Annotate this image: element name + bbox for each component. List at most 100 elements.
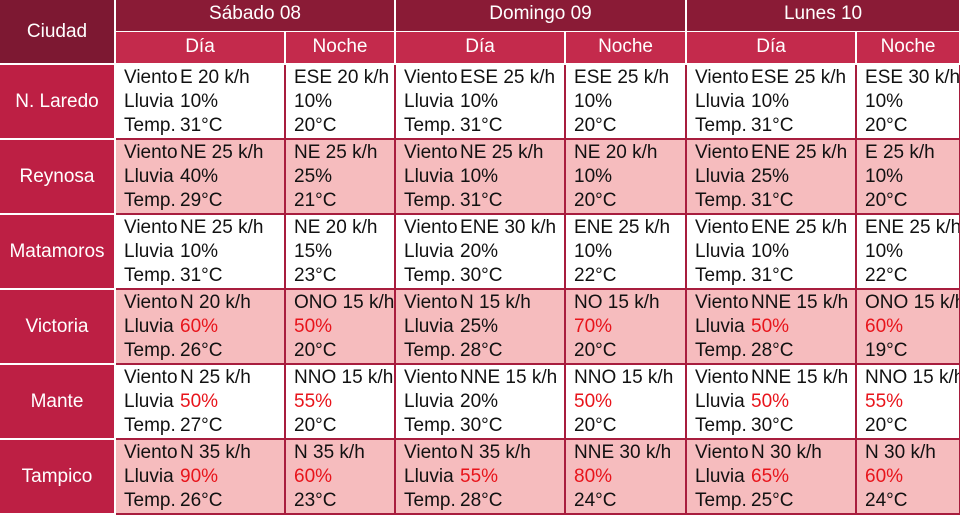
day-header-sunday: Domingo 09 (395, 0, 688, 32)
wind-value: N 15 k/h (460, 292, 531, 313)
wind-label: Viento (404, 67, 458, 88)
rain-line: Lluvia 10% (695, 90, 854, 114)
wind-value: N 30 k/h (865, 442, 936, 463)
rain-value: 25% (460, 316, 499, 337)
rain-value: 10% (294, 91, 333, 112)
temp-label: Temp. (695, 415, 747, 436)
temp-value: 21°C (294, 190, 337, 211)
rain-label: Lluvia (695, 391, 745, 412)
rain-line: Lluvia 10% (695, 240, 854, 264)
rain-value: 10% (751, 241, 790, 262)
wind-label: Viento (695, 292, 749, 313)
rain-line: Lluvia 50% (695, 315, 854, 339)
rain-label: Lluvia (404, 391, 454, 412)
temp-value: 20°C (865, 415, 908, 436)
rain-line: 60% (865, 465, 958, 489)
rain-line: Lluvia 50% (124, 390, 283, 414)
forecast-cell: E 25 k/h 10% 20°C (856, 139, 960, 215)
wind-value: NNE 15 k/h (751, 367, 849, 388)
rain-value: 10% (865, 166, 904, 187)
temp-value: 28°C (460, 340, 503, 361)
wind-label: Viento (695, 142, 749, 163)
forecast-cell: Viento N 30 k/h Lluvia 65% Temp. 25°C (686, 439, 858, 515)
wind-line: NNE 30 k/h (574, 441, 684, 465)
temp-line: 20°C (865, 114, 958, 137)
rain-value: 10% (574, 91, 613, 112)
rain-label: Lluvia (124, 391, 174, 412)
forecast-cell: Viento N 35 k/h Lluvia 90% Temp. 26°C (115, 439, 286, 515)
rain-value: 40% (180, 166, 219, 187)
city-name: Mante (0, 364, 116, 440)
forecast-cell: NNO 15 k/h 55% 20°C (856, 364, 960, 440)
rain-value: 10% (751, 91, 790, 112)
rain-line: Lluvia 20% (404, 390, 563, 414)
wind-line: NE 20 k/h (294, 216, 393, 240)
temp-line: Temp. 28°C (404, 339, 563, 362)
rain-label: Lluvia (124, 466, 174, 487)
rain-line: 70% (574, 315, 684, 339)
rain-line: Lluvia 65% (695, 465, 854, 489)
temp-value: 20°C (865, 115, 908, 136)
wind-line: ENE 25 k/h (574, 216, 684, 240)
rain-value: 70% (574, 316, 613, 337)
temp-line: Temp. 31°C (124, 114, 283, 137)
rain-line: 80% (574, 465, 684, 489)
rain-value: 55% (460, 466, 499, 487)
wind-value: N 35 k/h (180, 442, 251, 463)
temp-line: 23°C (294, 264, 393, 287)
temp-value: 20°C (294, 340, 337, 361)
rain-label: Lluvia (404, 316, 454, 337)
day-header-saturday: Sábado 08 (115, 0, 397, 32)
rain-label: Lluvia (695, 241, 745, 262)
forecast-cell: NO 15 k/h 70% 20°C (565, 289, 688, 365)
rain-line: 25% (294, 165, 393, 189)
city-name: Tampico (0, 439, 116, 515)
temp-value: 20°C (574, 190, 617, 211)
temp-label: Temp. (695, 115, 747, 136)
temp-value: 24°C (574, 490, 617, 511)
day-header-monday: Lunes 10 (686, 0, 960, 32)
forecast-cell: Viento N 35 k/h Lluvia 55% Temp. 28°C (395, 439, 567, 515)
wind-value: ESE 25 k/h (574, 67, 670, 88)
wind-line: ESE 20 k/h (294, 66, 393, 90)
temp-value: 28°C (751, 340, 794, 361)
rain-line: 10% (574, 90, 684, 114)
wind-line: NE 20 k/h (574, 141, 684, 165)
temp-value: 20°C (865, 190, 908, 211)
temp-value: 31°C (460, 115, 503, 136)
temp-value: 22°C (865, 265, 908, 286)
rain-value: 10% (865, 91, 904, 112)
forecast-cell: ONO 15 k/h 50% 20°C (285, 289, 397, 365)
daypart-dia: Día (686, 31, 858, 65)
forecast-cell: Viento ENE 25 k/h Lluvia 25% Temp. 31°C (686, 139, 858, 215)
rain-value: 25% (294, 166, 333, 187)
rain-value: 60% (294, 466, 333, 487)
temp-line: 20°C (574, 339, 684, 362)
temp-line: Temp. 26°C (124, 489, 283, 512)
temp-line: 20°C (294, 114, 393, 137)
forecast-cell: Viento N 25 k/h Lluvia 50% Temp. 27°C (115, 364, 286, 440)
forecast-cell: Viento NNE 15 k/h Lluvia 20% Temp. 30°C (395, 364, 567, 440)
wind-value: ESE 20 k/h (294, 67, 390, 88)
temp-line: 20°C (865, 414, 958, 437)
temp-value: 23°C (294, 490, 337, 511)
temp-value: 31°C (460, 190, 503, 211)
forecast-cell: NNO 15 k/h 50% 20°C (565, 364, 688, 440)
temp-line: 23°C (294, 489, 393, 512)
wind-label: Viento (124, 67, 178, 88)
wind-label: Viento (124, 367, 178, 388)
temp-line: Temp. 28°C (695, 339, 854, 362)
wind-line: Viento ENE 25 k/h (695, 216, 854, 240)
temp-line: 20°C (574, 114, 684, 137)
temp-line: Temp. 31°C (695, 189, 854, 212)
table-row: Victoria Viento N 20 k/h Lluvia 60% Temp. 26°C… (0, 289, 960, 365)
forecast-cell: ONO 15 k/h 60% 19°C (856, 289, 960, 365)
wind-line: ENE 25 k/h (865, 216, 958, 240)
temp-value: 30°C (751, 415, 794, 436)
rain-line: 55% (865, 390, 958, 414)
rain-label: Lluvia (124, 91, 174, 112)
wind-line: Viento N 25 k/h (124, 366, 283, 390)
wind-value: ENE 25 k/h (751, 217, 848, 238)
wind-line: NNO 15 k/h (294, 366, 393, 390)
temp-value: 20°C (574, 415, 617, 436)
